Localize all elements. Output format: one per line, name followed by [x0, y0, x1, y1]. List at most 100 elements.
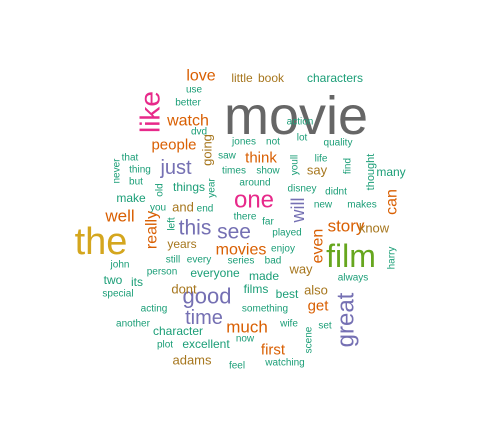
word-youll: youll: [290, 155, 301, 176]
word-time: time: [185, 307, 223, 329]
word-can: can: [384, 189, 401, 215]
word-thought: thought: [365, 154, 377, 191]
word-new: new: [314, 200, 333, 211]
word-but: but: [129, 177, 143, 188]
word-year: year: [207, 178, 218, 198]
word-films: films: [244, 282, 269, 296]
word-going: going: [200, 134, 215, 166]
word-every: every: [187, 255, 211, 266]
word-something: something: [242, 304, 288, 315]
word-you: you: [150, 203, 166, 214]
word-this: this: [179, 217, 212, 240]
word-set: set: [318, 321, 332, 332]
word-harry: harry: [387, 247, 398, 270]
word-lot: lot: [297, 133, 308, 144]
word-little: little: [231, 71, 253, 85]
word-the: the: [75, 221, 128, 263]
word-like: like: [135, 91, 166, 133]
word-show: show: [256, 166, 280, 177]
word-john: john: [110, 260, 130, 271]
word-feel: feel: [229, 361, 245, 372]
word-bad: bad: [265, 256, 282, 267]
word-book: book: [258, 71, 285, 85]
word-will: will: [288, 198, 308, 224]
word-well: well: [104, 207, 134, 226]
word-quality: quality: [324, 138, 353, 149]
word-just: just: [159, 157, 192, 179]
word-best: best: [276, 287, 299, 301]
word-see: see: [217, 221, 251, 244]
word-thing: thing: [129, 165, 151, 176]
word-make: make: [116, 191, 146, 205]
word-two: two: [104, 273, 123, 287]
word-really: really: [144, 211, 161, 249]
word-get: get: [308, 298, 330, 315]
word-watch: watch: [166, 113, 209, 130]
word-scene: scene: [304, 326, 315, 353]
word-there: there: [234, 212, 257, 223]
word-far: far: [262, 217, 274, 228]
word-never: never: [112, 158, 123, 184]
word-not: not: [266, 137, 280, 148]
word-better: better: [175, 98, 201, 109]
word-find: find: [343, 158, 354, 174]
word-around: around: [239, 178, 270, 189]
word-also: also: [304, 283, 328, 298]
word-first: first: [261, 342, 286, 359]
word-left: left: [167, 217, 178, 231]
word-love: love: [186, 68, 215, 85]
word-one: one: [234, 187, 274, 214]
word-old: old: [155, 183, 166, 196]
word-that: that: [122, 153, 139, 164]
word-series: series: [228, 256, 255, 267]
word-wife: wife: [279, 319, 298, 330]
word-and: and: [172, 200, 194, 215]
word-action: action: [287, 117, 314, 128]
word-think: think: [245, 150, 277, 167]
word-things: things: [173, 180, 205, 194]
word-now: now: [236, 334, 255, 345]
word-end: end: [197, 204, 214, 215]
word-played: played: [272, 228, 301, 239]
word-makes: makes: [347, 200, 376, 211]
word-many: many: [376, 165, 405, 179]
word-enjoy: enjoy: [271, 244, 295, 255]
word-way: way: [288, 262, 313, 277]
word-excellent: excellent: [182, 337, 230, 351]
word-say: say: [307, 163, 328, 178]
word-plot: plot: [157, 340, 173, 351]
word-movies: movies: [216, 242, 267, 259]
word-people: people: [151, 137, 196, 154]
word-saw: saw: [218, 151, 237, 162]
word-dont: dont: [171, 282, 197, 297]
word-disney: disney: [288, 184, 317, 195]
word-special: special: [102, 289, 133, 300]
word-watching: watching: [264, 358, 304, 369]
word-dvd: dvd: [191, 127, 207, 138]
word-movie: movie: [224, 86, 368, 146]
word-another: another: [116, 319, 151, 330]
word-times: times: [222, 166, 246, 177]
word-even: even: [310, 229, 327, 264]
word-characters: characters: [307, 71, 363, 85]
word-everyone: everyone: [190, 266, 240, 280]
word-its: its: [131, 275, 143, 289]
word-much: much: [226, 318, 268, 337]
word-didnt: didnt: [325, 187, 347, 198]
word-good: good: [183, 284, 232, 309]
word-still: still: [166, 255, 180, 266]
word-person: person: [147, 267, 178, 278]
word-years: years: [167, 237, 196, 251]
word-film: film: [326, 238, 376, 274]
word-story: story: [328, 217, 365, 236]
word-know: know: [359, 221, 390, 236]
word-jones: jones: [231, 137, 256, 148]
word-use: use: [186, 85, 203, 96]
word-made: made: [249, 269, 279, 283]
word-life: life: [315, 154, 328, 165]
word-great: great: [333, 292, 360, 347]
word-character: character: [153, 324, 203, 338]
word-adams: adams: [172, 353, 212, 368]
word-acting: acting: [141, 304, 168, 315]
